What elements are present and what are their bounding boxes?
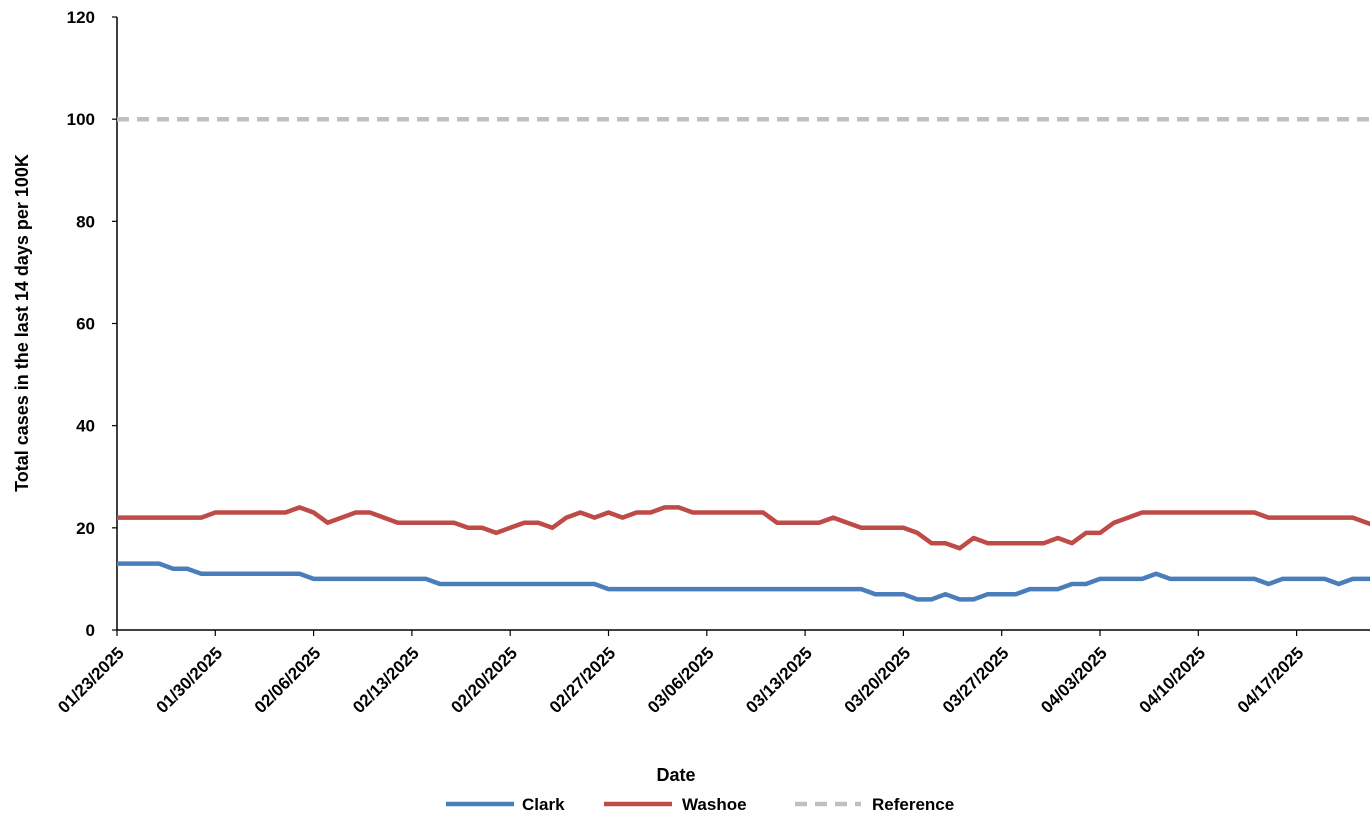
x-tick-label: 03/13/2025 <box>742 643 816 717</box>
x-tick-label: 03/06/2025 <box>644 643 718 717</box>
legend: Clark Washoe Reference <box>446 795 954 814</box>
legend-label-reference: Reference <box>872 795 954 814</box>
y-tick-label: 120 <box>67 8 95 27</box>
x-tick-label: 03/27/2025 <box>939 643 1013 717</box>
x-tick-label: 02/20/2025 <box>447 643 521 717</box>
x-tick-label: 01/23/2025 <box>54 643 128 717</box>
y-tick-label: 20 <box>76 519 95 538</box>
y-tick-label: 80 <box>76 212 95 231</box>
series-line-clark <box>117 561 1370 602</box>
y-tick-label: 0 <box>86 621 95 640</box>
x-tick-label: 02/06/2025 <box>251 643 325 717</box>
y-tick-label: 60 <box>76 315 95 334</box>
x-tick-label: 04/17/2025 <box>1234 643 1308 717</box>
y-tick-label: 40 <box>76 417 95 436</box>
legend-label-washoe: Washoe <box>682 795 747 814</box>
x-tick-label: 04/10/2025 <box>1136 643 1210 717</box>
x-axis-title: Date <box>656 765 695 785</box>
y-axis-title: Total cases in the last 14 days per 100K <box>12 154 32 492</box>
legend-label-clark: Clark <box>522 795 565 814</box>
x-tick-label: 03/20/2025 <box>841 643 915 717</box>
x-tick-label: 01/30/2025 <box>153 643 227 717</box>
x-tick-label: 02/13/2025 <box>349 643 423 717</box>
series-line-washoe <box>117 505 1370 551</box>
x-tick-label: 02/27/2025 <box>546 643 620 717</box>
x-tick-label: 04/03/2025 <box>1037 643 1111 717</box>
y-tick-label: 100 <box>67 110 95 129</box>
